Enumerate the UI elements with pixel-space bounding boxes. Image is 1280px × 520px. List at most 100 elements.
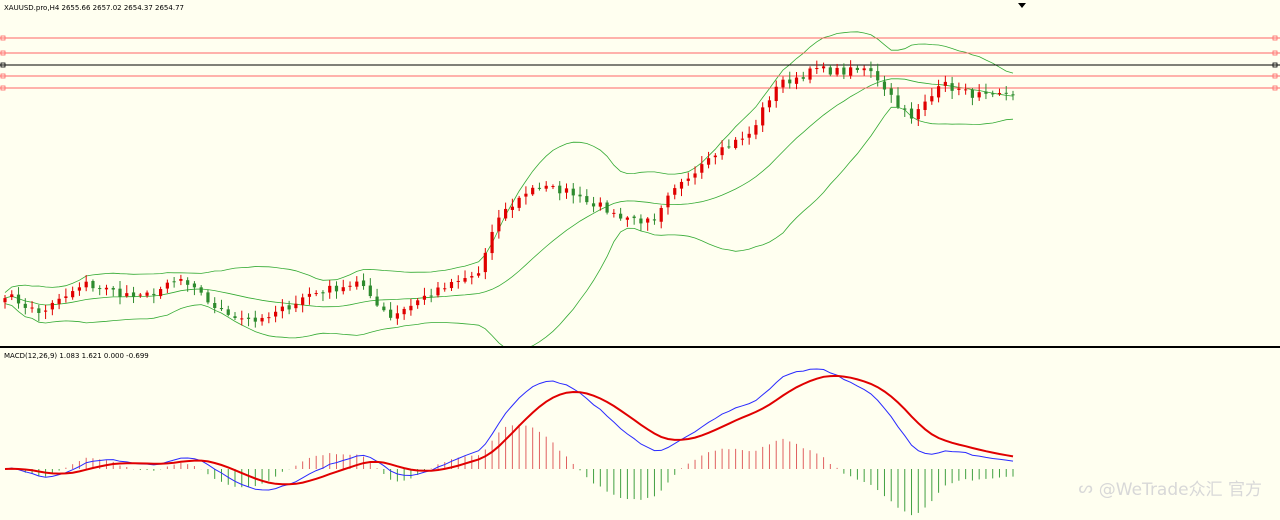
bollinger-upper-line — [4, 31, 1014, 293]
candle-body — [591, 203, 596, 207]
candle-body — [916, 109, 920, 120]
candle-body — [84, 281, 88, 288]
candle-body — [612, 212, 616, 214]
candle-body — [855, 67, 860, 71]
macd-signal-line — [4, 374, 1014, 486]
candle-body — [652, 219, 657, 221]
candle-body — [436, 287, 440, 296]
weibo-icon: ᔕ — [1078, 478, 1093, 497]
candle-body — [118, 288, 122, 297]
candle-body — [294, 303, 298, 309]
candle-body — [57, 298, 61, 304]
candle-body — [470, 276, 474, 278]
candle-body — [280, 306, 284, 312]
candle-body — [10, 294, 14, 298]
macd-chart[interactable] — [0, 348, 1280, 520]
candle-body — [226, 309, 230, 315]
candle-body — [165, 282, 169, 289]
candle-body — [774, 86, 778, 102]
level-handle — [0, 50, 6, 56]
candle-body — [964, 89, 968, 91]
level-handle — [1272, 62, 1278, 68]
candle-body — [713, 155, 717, 158]
candle-body — [788, 79, 792, 84]
macd-label: MACD(12,26,9) 1.083 1.621 0.000 -0.699 — [4, 352, 149, 360]
candle-body — [131, 292, 136, 297]
candle-body — [531, 187, 535, 195]
watermark-text: @WeTrade众汇 官方 — [1098, 480, 1262, 500]
level-handle — [0, 85, 6, 91]
candle-body — [564, 188, 569, 193]
candle-body — [16, 294, 21, 304]
candle-body — [991, 93, 995, 95]
candle-body — [186, 280, 190, 285]
candle-body — [307, 293, 312, 297]
candle-body — [923, 101, 927, 110]
candle-body — [734, 139, 738, 148]
candle-body — [341, 287, 345, 292]
candle-body — [842, 67, 846, 75]
candle-body — [402, 308, 406, 315]
level-handle — [1272, 73, 1278, 79]
candle-body — [571, 188, 575, 196]
candle-body — [761, 107, 765, 126]
candle-body — [361, 280, 366, 287]
candle-body — [1011, 94, 1015, 96]
candle-body — [382, 306, 386, 311]
candle-body — [794, 77, 799, 84]
candle-body — [429, 295, 433, 297]
candle-body — [233, 316, 237, 318]
candle-body — [395, 313, 399, 319]
candle-body — [98, 288, 102, 290]
candle-body — [240, 318, 244, 320]
candle-body — [646, 218, 650, 223]
candle-body — [64, 296, 68, 299]
candle-body — [896, 95, 900, 108]
candle-body — [997, 92, 1002, 95]
candle-body — [71, 291, 75, 298]
candle-body — [389, 309, 393, 318]
bollinger-lower-line — [4, 106, 1014, 348]
candle-body — [348, 285, 352, 287]
candle-body — [700, 164, 704, 173]
candle-body — [37, 308, 41, 314]
candle-body — [909, 108, 914, 119]
candle-body — [578, 194, 582, 197]
candle-body — [483, 252, 487, 273]
candle-body — [977, 92, 981, 98]
candle-body — [835, 67, 839, 75]
candle-body — [158, 289, 163, 297]
candle-body — [199, 287, 203, 293]
candle-body — [456, 280, 460, 282]
candle-body — [443, 288, 447, 290]
candle-body — [544, 185, 548, 189]
candle-body — [23, 303, 27, 308]
candle-body — [449, 282, 454, 289]
price-label: XAUUSD.pro,H4 2655.66 2657.02 2654.37 26… — [4, 4, 184, 12]
candle-body — [727, 146, 731, 148]
candle-body — [145, 292, 149, 296]
candle-body — [903, 108, 907, 110]
candle-body — [213, 303, 217, 308]
candle-body — [693, 173, 697, 178]
candle-body — [524, 193, 528, 197]
candle-body — [808, 68, 812, 80]
candle-body — [219, 308, 224, 310]
candle-body — [476, 273, 481, 276]
level-handle — [1272, 35, 1278, 41]
candle-body — [111, 287, 115, 290]
level-handle — [0, 73, 6, 79]
candle-body — [882, 81, 887, 90]
candle-body — [416, 300, 420, 306]
candle-body — [619, 213, 623, 219]
candle-body — [767, 100, 772, 108]
candle-body — [422, 295, 427, 300]
price-chart[interactable] — [0, 0, 1280, 348]
candle-body — [172, 281, 176, 283]
candle-body — [679, 181, 684, 189]
macd-line — [4, 368, 1014, 491]
candle-body — [889, 88, 893, 95]
candle-body — [30, 307, 34, 309]
level-handle — [1272, 50, 1278, 56]
